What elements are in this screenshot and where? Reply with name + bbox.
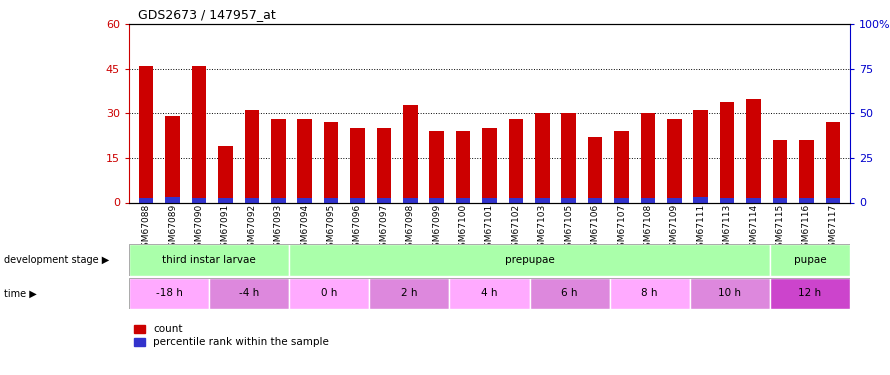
Text: -18 h: -18 h [156,288,182,298]
Bar [324,122,338,202]
Bar [668,119,682,202]
Bar [562,113,576,202]
Bar [297,119,311,202]
Bar [641,198,655,202]
Bar [191,66,206,203]
Text: 0 h: 0 h [321,288,337,298]
Bar [430,198,444,202]
Bar [350,128,365,202]
Bar [770,244,850,276]
Bar [826,122,840,202]
Bar [610,278,690,309]
Bar [509,119,523,202]
Bar [376,128,391,202]
Bar [641,113,655,202]
Bar [668,198,682,202]
Text: GDS2673 / 147957_at: GDS2673 / 147957_at [138,8,276,21]
Bar [690,278,770,309]
Text: 10 h: 10 h [718,288,741,298]
Bar [139,198,153,202]
Text: 2 h: 2 h [401,288,417,298]
Bar [218,146,232,202]
Text: -4 h: -4 h [239,288,259,298]
Text: time ▶: time ▶ [4,288,37,298]
Bar [535,198,550,202]
Bar [297,198,311,202]
Bar [245,198,259,202]
Bar [747,99,761,202]
Text: development stage ▶: development stage ▶ [4,255,109,265]
Bar [747,198,761,202]
Bar [456,198,470,202]
Text: 12 h: 12 h [798,288,821,298]
Bar [449,278,530,309]
Text: pupae: pupae [794,255,826,265]
Bar [770,278,850,309]
Bar [799,198,813,202]
Bar [324,198,338,202]
Text: 8 h: 8 h [642,288,658,298]
Bar [245,111,259,202]
Bar [403,105,417,202]
Bar [403,198,417,202]
Legend: count, percentile rank within the sample: count, percentile rank within the sample [134,324,329,347]
Bar [530,278,610,309]
Bar [826,198,840,202]
Bar [720,102,734,202]
Bar [271,119,286,202]
Bar [482,198,497,202]
Bar [720,198,734,202]
Text: 4 h: 4 h [481,288,498,298]
Bar [509,198,523,202]
Bar [191,198,206,202]
Text: third instar larvae: third instar larvae [162,255,256,265]
Bar [209,278,289,309]
Bar [129,278,209,309]
Bar [773,140,788,202]
Bar [289,278,369,309]
Bar [588,198,603,202]
Bar [430,131,444,203]
Text: prepupae: prepupae [505,255,554,265]
Bar [773,198,788,202]
Bar [535,113,550,202]
Bar [562,198,576,202]
Bar [166,116,180,202]
Bar [456,131,470,203]
Bar [482,128,497,202]
Bar [350,198,365,202]
Bar [271,198,286,202]
Bar [588,137,603,202]
Bar [218,198,232,202]
Bar [166,196,180,202]
Bar [369,278,449,309]
Bar [614,198,629,202]
Bar [129,244,289,276]
Bar [139,66,153,203]
Bar [614,131,629,203]
Bar [799,140,813,202]
Text: 6 h: 6 h [562,288,578,298]
Bar [289,244,770,276]
Bar [376,198,391,202]
Bar [693,196,708,202]
Bar [693,111,708,202]
